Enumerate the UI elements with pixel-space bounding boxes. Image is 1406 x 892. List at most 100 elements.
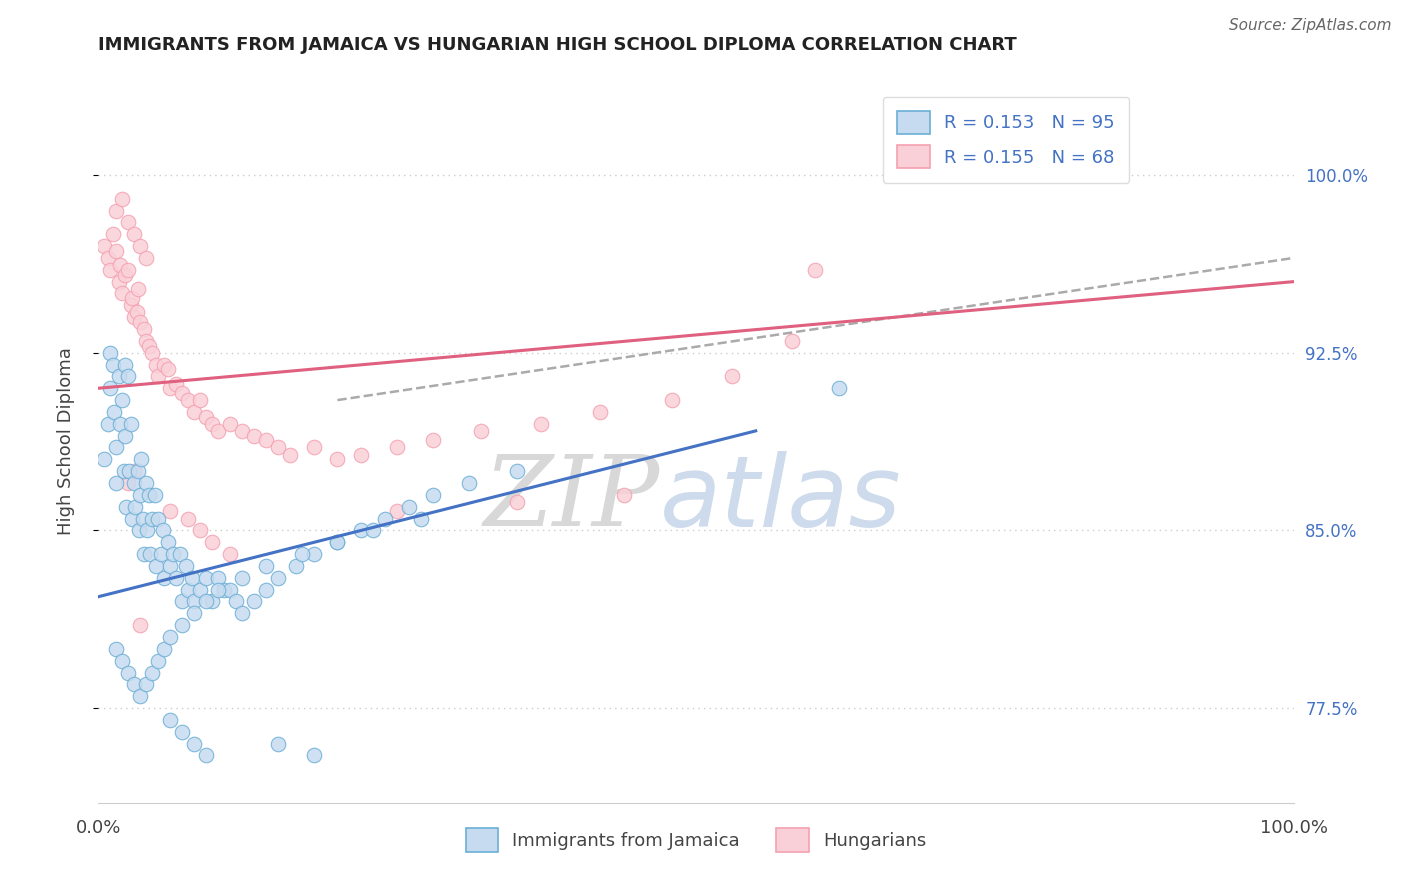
Point (129, 488, 152, 502)
Point (129, 689, 152, 703)
Point (129, 618, 152, 632)
Point (165, 376, 187, 391)
Point (350, 448, 373, 462)
Point (124, 227, 146, 242)
Point (398, 500, 420, 514)
Point (152, 524, 174, 538)
Point (219, 582, 242, 597)
Y-axis label: High School Diploma: High School Diploma (56, 348, 75, 535)
Point (138, 488, 160, 502)
Point (135, 251, 157, 265)
Point (103, 405, 125, 419)
Point (177, 511, 200, 525)
Point (124, 677, 146, 691)
Point (326, 535, 349, 549)
Point (156, 535, 179, 549)
Point (177, 582, 200, 597)
Point (127, 464, 149, 478)
Point (231, 571, 253, 585)
Point (143, 488, 166, 502)
Point (105, 203, 128, 218)
Point (183, 607, 205, 621)
Point (212, 582, 235, 597)
Point (267, 441, 290, 455)
Point (97, 417, 120, 431)
Point (302, 547, 325, 561)
Point (117, 475, 139, 490)
Point (125, 305, 148, 319)
Point (172, 386, 194, 401)
Point (411, 511, 433, 525)
Point (107, 369, 129, 384)
Point (254, 582, 277, 597)
Point (145, 558, 167, 573)
Point (141, 665, 163, 680)
Point (183, 405, 205, 419)
Point (145, 358, 167, 372)
Point (121, 511, 143, 525)
Point (188, 524, 211, 538)
Point (350, 524, 373, 538)
Point (135, 677, 157, 691)
Point (97, 251, 120, 265)
Point (105, 641, 128, 656)
Point (195, 409, 218, 424)
Point (111, 654, 134, 668)
Point (112, 464, 135, 478)
Point (131, 452, 153, 467)
Point (107, 275, 129, 289)
Point (207, 571, 229, 585)
Point (148, 654, 170, 668)
Point (188, 582, 211, 597)
Point (141, 511, 163, 525)
Point (385, 441, 409, 455)
Point (124, 475, 146, 490)
Point (120, 298, 142, 312)
Point (219, 417, 242, 431)
Point (98, 345, 122, 359)
Point (506, 495, 529, 509)
Point (201, 417, 224, 431)
Point (828, 381, 851, 395)
Point (101, 358, 124, 372)
Point (188, 393, 211, 408)
Point (111, 192, 134, 206)
Point (201, 594, 224, 608)
Text: ZIP: ZIP (484, 451, 661, 547)
Point (159, 630, 181, 644)
Point (183, 737, 205, 751)
Point (291, 547, 314, 561)
Point (114, 268, 136, 282)
Point (172, 594, 194, 608)
Point (267, 571, 290, 585)
Point (159, 713, 181, 727)
Point (131, 511, 153, 525)
Point (254, 434, 277, 448)
Point (117, 665, 139, 680)
Point (470, 424, 492, 438)
Point (243, 428, 266, 442)
Point (162, 547, 184, 561)
Point (120, 417, 142, 431)
Point (326, 452, 349, 467)
Point (780, 334, 803, 348)
Point (385, 504, 409, 518)
Point (132, 547, 155, 561)
Point (201, 535, 224, 549)
Point (458, 475, 481, 490)
Point (174, 558, 197, 573)
Point (138, 338, 160, 352)
Point (180, 571, 202, 585)
Point (661, 393, 683, 408)
Point (183, 594, 205, 608)
Point (148, 369, 170, 384)
Point (153, 358, 176, 372)
Point (254, 558, 277, 573)
Point (195, 571, 218, 585)
Point (530, 417, 553, 431)
Point (804, 262, 827, 277)
Point (278, 448, 301, 462)
Point (326, 535, 349, 549)
Point (172, 724, 194, 739)
Point (108, 258, 131, 272)
